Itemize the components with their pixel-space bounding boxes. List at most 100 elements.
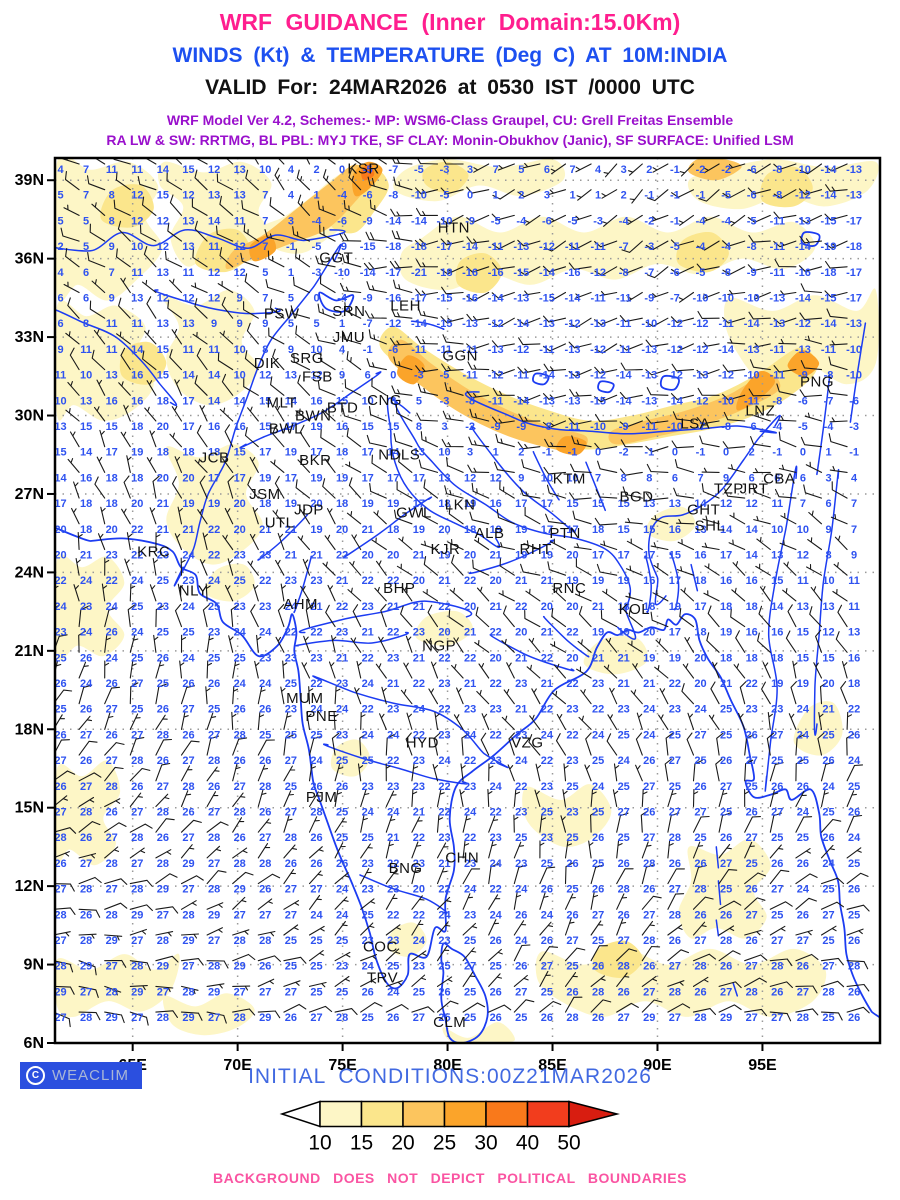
temp-value: 11 bbox=[131, 267, 143, 279]
temp-value: 19 bbox=[771, 678, 783, 690]
wind-barb bbox=[594, 240, 618, 248]
temp-value: 5 bbox=[288, 293, 294, 305]
temp-value: 27 bbox=[106, 755, 118, 767]
map-inner: 4 7 11 11 14 15 12 13 10 4 2 0 -5 -7 -5 -3 3 7 5 6 7 4 3 2 -1 -2-… bbox=[54, 158, 880, 1043]
temp-value: 23 bbox=[387, 652, 399, 664]
temp-value: 25 bbox=[131, 601, 143, 613]
wind-barb bbox=[692, 865, 707, 885]
temp-value: 26 bbox=[80, 755, 92, 767]
wind-barb bbox=[733, 663, 746, 679]
temp-value: 25 bbox=[336, 935, 348, 947]
wind-barb bbox=[373, 510, 387, 525]
temp-value: 1 bbox=[595, 190, 601, 202]
temp-value: 17 bbox=[643, 550, 655, 562]
wind-barb bbox=[292, 276, 311, 294]
station-label: MLT bbox=[267, 394, 297, 411]
wind-barb bbox=[142, 350, 157, 371]
wind-barb bbox=[301, 662, 311, 679]
wind-barb bbox=[692, 921, 707, 936]
wind-barb bbox=[451, 663, 464, 679]
wind-barb bbox=[539, 970, 551, 987]
temp-value: 23 bbox=[464, 858, 476, 870]
temp-value: 27 bbox=[746, 961, 758, 973]
temp-value: 27 bbox=[618, 1012, 630, 1024]
wind-barb bbox=[744, 788, 750, 808]
wind-barb bbox=[326, 508, 336, 525]
wind-barb bbox=[344, 302, 362, 319]
temp-value: 8 bbox=[109, 190, 115, 202]
temp-value: 19 bbox=[592, 627, 604, 639]
temp-value: 20 bbox=[694, 678, 706, 690]
wind-barb bbox=[552, 587, 567, 602]
station-label: GWL bbox=[396, 504, 432, 521]
wind-barb bbox=[627, 291, 643, 302]
temp-value: 25 bbox=[566, 781, 578, 793]
temp-value: 27 bbox=[80, 858, 92, 870]
temp-value: 25 bbox=[848, 858, 860, 870]
temp-value: 26 bbox=[157, 832, 169, 844]
temp-value: 23 bbox=[464, 909, 476, 921]
wind-barb bbox=[577, 639, 592, 653]
temp-value: 26 bbox=[797, 781, 809, 793]
temp-value: -16 bbox=[462, 267, 478, 279]
wind-barb bbox=[517, 266, 541, 276]
wind-barb bbox=[180, 712, 189, 730]
wind-barb bbox=[564, 862, 574, 885]
temp-value: 28 bbox=[643, 935, 655, 947]
temp-value: 25 bbox=[822, 1012, 834, 1024]
wind-barb bbox=[620, 362, 643, 371]
wind-barb bbox=[744, 1008, 768, 1017]
temp-value: 24 bbox=[362, 961, 375, 973]
temp-value: -11 bbox=[616, 344, 631, 356]
temp-value: 21 bbox=[80, 550, 92, 562]
wind-barb bbox=[180, 557, 186, 576]
temp-value: -1 bbox=[696, 447, 706, 459]
temp-value: 17 bbox=[54, 498, 66, 510]
temp-value: 27 bbox=[310, 1012, 322, 1024]
temp-value: 17 bbox=[669, 627, 681, 639]
temp-value: 15 bbox=[106, 421, 118, 433]
temp-value: 21 bbox=[310, 601, 322, 613]
temp-value: 16 bbox=[669, 524, 681, 536]
temp-value: 24 bbox=[54, 601, 67, 613]
wind-barb bbox=[180, 790, 192, 808]
wind-barb bbox=[180, 933, 200, 939]
temp-value: 27 bbox=[234, 986, 246, 998]
wind-barb bbox=[322, 478, 336, 499]
temp-value: 11 bbox=[106, 318, 118, 330]
temp-value: -17 bbox=[437, 241, 453, 253]
wind-barb bbox=[667, 924, 683, 936]
wind-barb bbox=[769, 958, 793, 967]
wind-barb bbox=[63, 281, 80, 294]
wind-barb bbox=[654, 665, 669, 679]
temp-value: 6 bbox=[57, 293, 63, 305]
wind-barb bbox=[104, 766, 124, 782]
wind-barb bbox=[180, 765, 193, 782]
wind-barb bbox=[317, 303, 336, 319]
wind-barb bbox=[564, 893, 576, 910]
temp-value: 24 bbox=[618, 755, 631, 767]
temp-value: 26 bbox=[80, 832, 92, 844]
temp-value: 19 bbox=[541, 550, 553, 562]
wind-barb bbox=[692, 841, 704, 859]
temp-value: -1 bbox=[670, 215, 680, 227]
wind-barb bbox=[466, 291, 490, 302]
wind-barb bbox=[129, 635, 139, 653]
temp-value: 25 bbox=[336, 755, 348, 767]
wind-barb bbox=[55, 714, 65, 728]
wind-barb bbox=[831, 481, 848, 499]
wind-barb bbox=[283, 924, 299, 936]
wind-barb bbox=[268, 327, 285, 345]
wind-barb bbox=[283, 1003, 307, 1013]
wind-barb bbox=[543, 363, 567, 372]
wind-barb bbox=[116, 331, 131, 345]
colorbar: 10 15 20 25 30 40 50 bbox=[279, 1100, 620, 1155]
wind-barb bbox=[221, 296, 234, 319]
temp-value: 4 bbox=[851, 472, 858, 484]
temp-value: 24 bbox=[515, 884, 528, 896]
wind-barb bbox=[411, 763, 419, 782]
wind-barb bbox=[360, 868, 372, 885]
wind-barb bbox=[385, 869, 399, 885]
temp-value: -12 bbox=[590, 370, 606, 382]
wind-barb bbox=[752, 468, 771, 474]
